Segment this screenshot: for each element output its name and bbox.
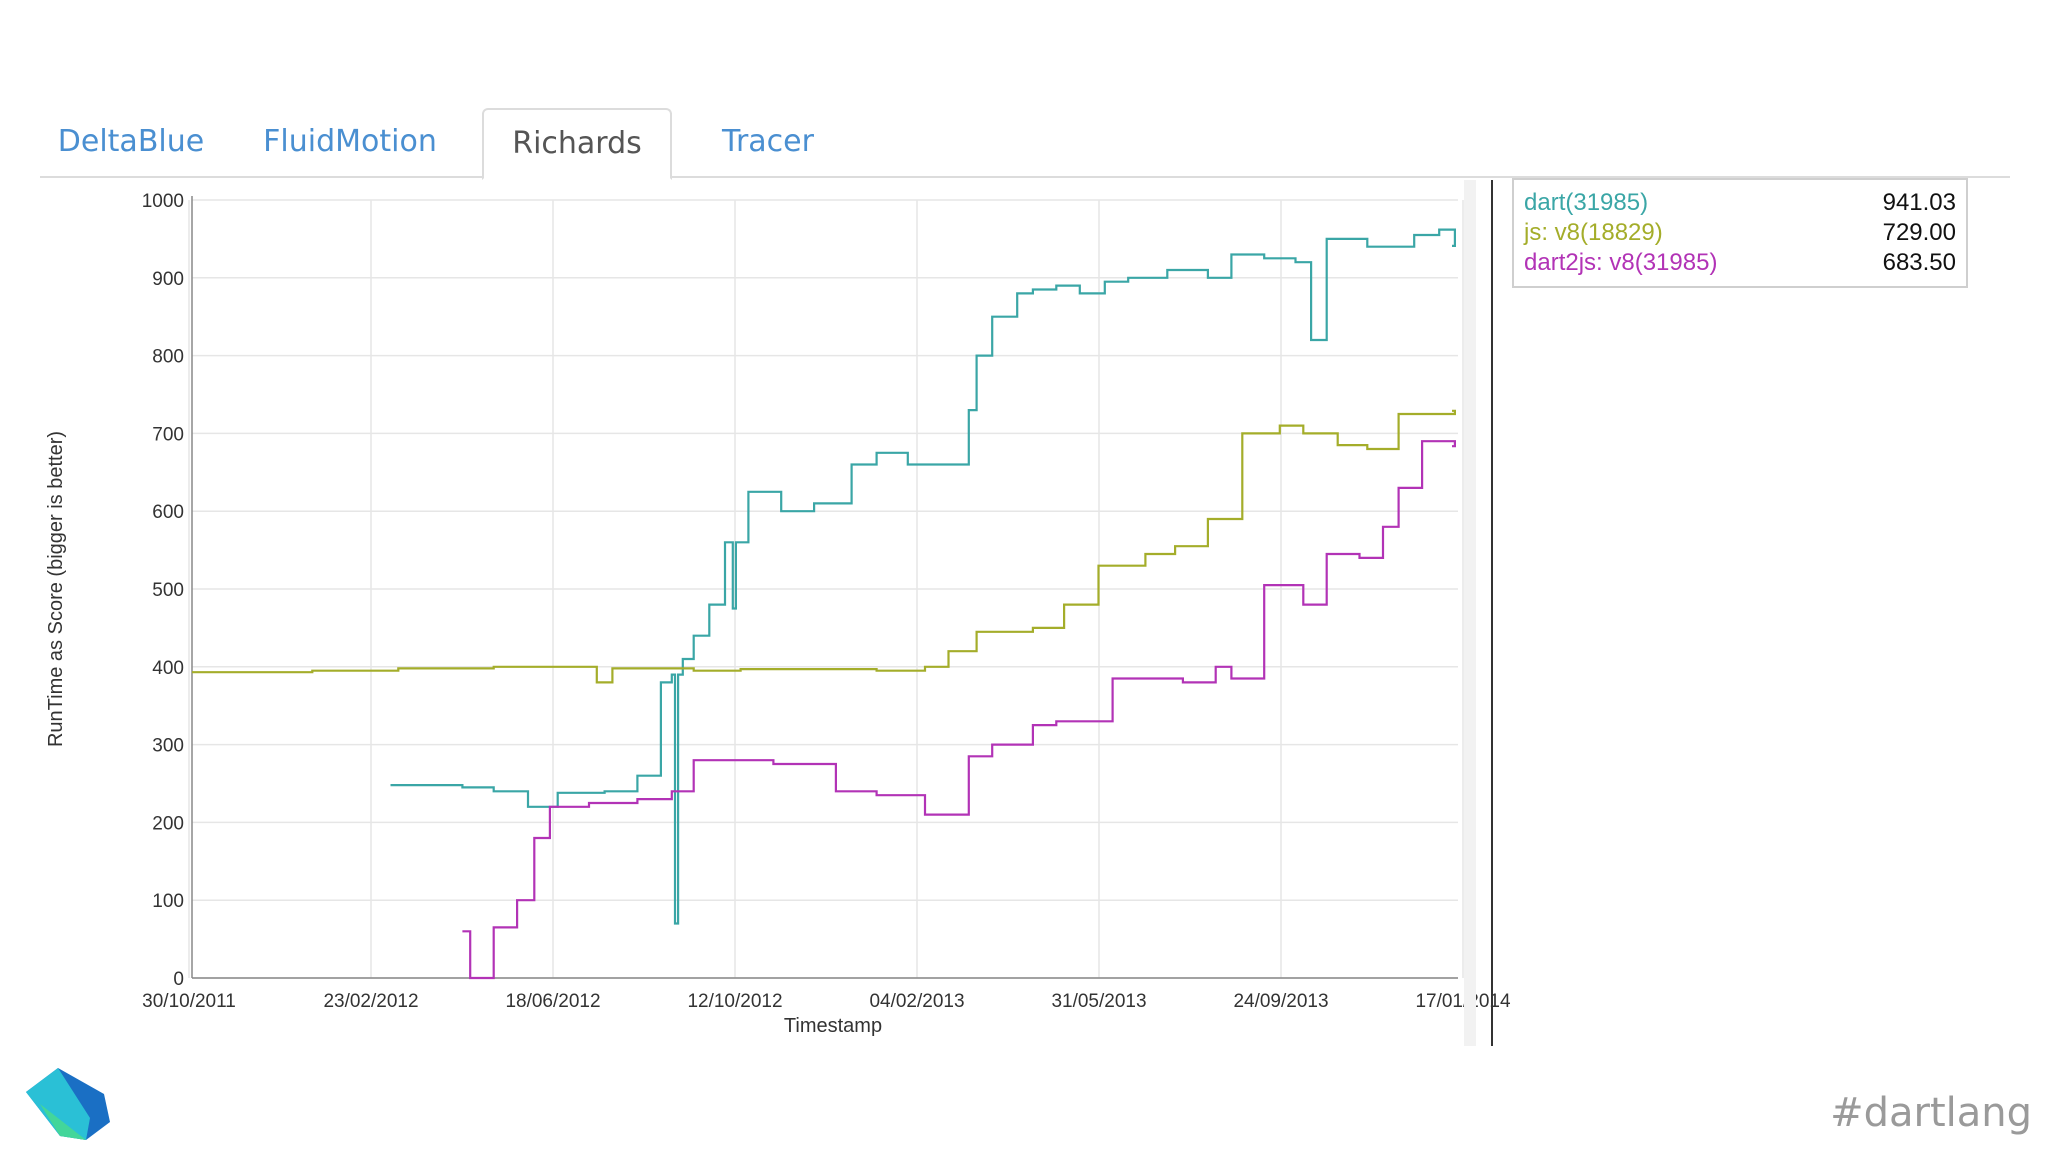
scroll-band [1464, 180, 1476, 1046]
y-axis-label: RunTime as Score (bigger is better) [45, 431, 67, 747]
series-line [192, 409, 1456, 684]
legend-series-name: dart2js: v8(31985) [1524, 249, 1718, 276]
y-tick-label: 400 [152, 658, 184, 679]
series-line [390, 228, 1456, 925]
y-tick-label: 300 [152, 736, 184, 757]
y-tick-label: 500 [152, 580, 184, 601]
y-tick-label: 0 [173, 969, 184, 990]
x-tick-label: 12/10/2012 [687, 991, 782, 1012]
dart-logo-icon [26, 1068, 110, 1140]
legend-item: dart(31985) 941.03 [1524, 188, 1956, 218]
x-tick-label: 18/06/2012 [505, 991, 600, 1012]
legend-item: dart2js: v8(31985) 683.50 [1524, 248, 1956, 278]
legend-item: js: v8(18829) 729.00 [1524, 218, 1956, 248]
legend-series-name: dart(31985) [1524, 189, 1649, 216]
legend-series-value: 683.50 [1882, 249, 1956, 276]
tab-deltablue[interactable]: DeltaBlue [57, 124, 205, 159]
x-tick-label: 04/02/2013 [869, 991, 964, 1012]
y-tick-label: 900 [152, 269, 184, 290]
legend-series-name: js: v8(18829) [1524, 219, 1663, 246]
y-tick-label: 100 [152, 891, 184, 912]
benchmark-tabs: DeltaBlue FluidMotion Richards Tracer [40, 108, 2010, 180]
legend-series-value: 941.03 [1882, 189, 1956, 216]
chart-legend: dart(31985) 941.03 js: v8(18829) 729.00 … [1512, 178, 1968, 288]
x-tick-label: 31/05/2013 [1051, 991, 1146, 1012]
tab-tracer[interactable]: Tracer [722, 124, 814, 159]
chart-axes: 0 100 200 300 400 500 600 700 800 900 1000 30/10/20… [142, 180, 1511, 1046]
series-line [462, 440, 1456, 980]
y-tick-label: 200 [152, 813, 184, 834]
chart-series [192, 228, 1456, 980]
x-tick-label: 30/10/2011 [142, 991, 236, 1012]
y-tick-label: 700 [152, 424, 184, 445]
legend-series-value: 729.00 [1882, 219, 1956, 246]
chart-grid [188, 199, 1464, 979]
x-tick-label: 24/09/2013 [1233, 991, 1328, 1012]
y-tick-label: 600 [152, 502, 184, 523]
x-axis-label: Timestamp [784, 1015, 882, 1037]
y-tick-label: 1000 [142, 191, 184, 212]
tab-richards[interactable]: Richards [482, 108, 672, 180]
x-tick-label: 17/01/2014 [1415, 991, 1511, 1012]
hashtag-label: #dartlang [1830, 1090, 2032, 1136]
x-tick-label: 23/02/2012 [323, 991, 418, 1012]
tab-fluidmotion[interactable]: FluidMotion [263, 124, 437, 159]
y-tick-label: 800 [152, 347, 184, 368]
